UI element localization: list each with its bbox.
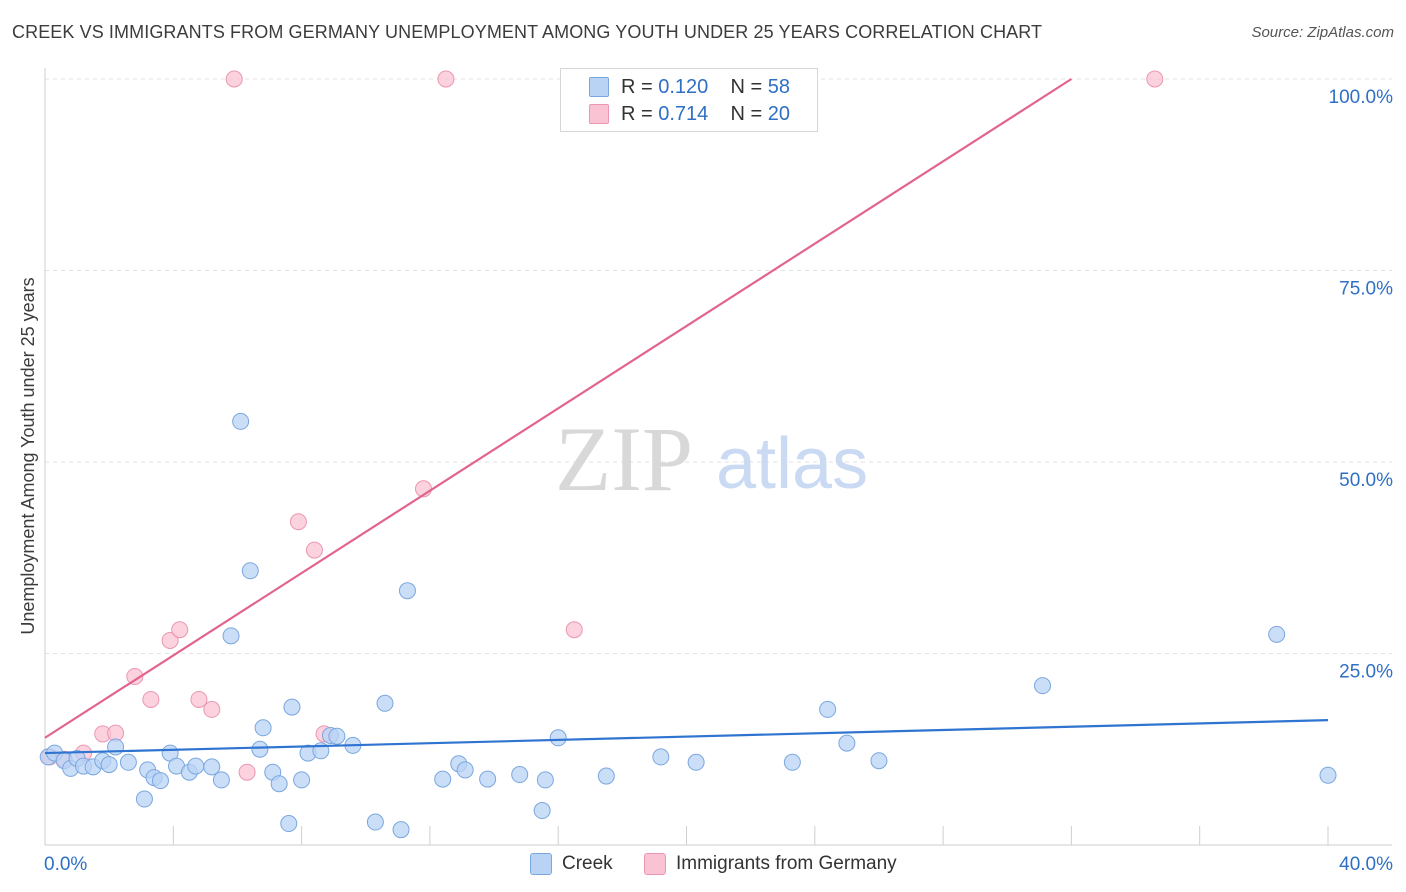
creek-point	[870, 752, 888, 770]
legend-n-label: N =	[730, 75, 768, 98]
legend-n-value-creek: 58	[767, 75, 791, 98]
germany-point	[289, 513, 307, 531]
x-tick-label-max: 40.0%	[1339, 854, 1393, 875]
creek-point	[135, 790, 153, 808]
creek-point	[838, 734, 856, 752]
creek-point	[232, 412, 250, 430]
germany-point	[565, 621, 583, 639]
creek-point	[783, 753, 801, 771]
germany-point	[126, 667, 144, 685]
creek-point	[270, 775, 288, 793]
chart-title: CREEK VS IMMIGRANTS FROM GERMANY UNEMPLO…	[12, 22, 1043, 42]
legend-swatch-germany	[589, 104, 609, 124]
creek-point	[280, 815, 298, 833]
creek-point	[597, 767, 615, 785]
legend-n-label: N =	[730, 102, 768, 125]
bottom-legend-creek: Creek	[530, 852, 613, 876]
germany-point	[203, 700, 221, 718]
germany-point	[161, 631, 179, 649]
y-tick-label: 75.0%	[1339, 279, 1393, 300]
bottom-legend-swatch-germany	[644, 853, 666, 875]
germany-point	[171, 621, 189, 639]
y-tick-label: 100.0%	[1329, 87, 1394, 108]
legend-r-label: R =	[621, 102, 659, 125]
creek-point	[119, 753, 137, 771]
creek-point	[479, 770, 497, 788]
creek-point	[1268, 625, 1286, 643]
germany-point	[225, 70, 243, 88]
creek-point	[1034, 677, 1052, 695]
legend-n-value-germany: 20	[767, 102, 791, 125]
y-tick-label: 50.0%	[1339, 470, 1393, 491]
creek-point	[392, 821, 410, 839]
germany-point	[1146, 70, 1164, 88]
creek-point	[151, 772, 169, 790]
creek-point	[1319, 766, 1337, 784]
creek-point	[203, 758, 221, 776]
legend-r-value-germany: 0.714	[658, 102, 709, 125]
creek-point	[398, 582, 416, 600]
watermark-atlas: atlas	[716, 424, 868, 504]
germany-point	[305, 541, 323, 559]
correlation-legend: R = 0.120 N = 58 R = 0.714 N = 20	[560, 68, 818, 132]
creek-point	[511, 766, 529, 784]
creek-point	[293, 771, 311, 789]
axes	[44, 68, 1392, 846]
creek-point	[549, 729, 567, 747]
germany-point	[238, 763, 256, 781]
trendlines	[44, 78, 1329, 755]
creek-point	[533, 802, 551, 820]
creek-point	[212, 771, 230, 789]
germany-point	[190, 690, 208, 708]
y-tick-labels: 25.0% 50.0% 75.0% 100.0%	[1329, 87, 1394, 683]
creek-point	[434, 770, 452, 788]
germany-point	[142, 690, 160, 708]
creek-point	[241, 562, 259, 580]
creek-point	[251, 740, 269, 758]
legend-swatch-creek	[589, 77, 609, 97]
creek-point	[328, 727, 346, 745]
bottom-legend-label-germany: Immigrants from Germany	[676, 853, 897, 874]
creek-point	[100, 756, 118, 774]
source-label: Source: ZipAtlas.com	[1251, 24, 1394, 41]
legend-r-label: R =	[621, 75, 659, 98]
bottom-legend-germany: Immigrants from Germany	[644, 852, 897, 876]
germany-trendline	[44, 78, 1072, 739]
germany-point	[437, 70, 455, 88]
creek-point	[254, 719, 272, 737]
y-axis-label: Unemployment Among Youth under 25 years	[18, 277, 38, 634]
creek-point	[283, 698, 301, 716]
watermark-zip: ZIP	[555, 408, 693, 510]
creek-point	[819, 700, 837, 718]
creek-point	[456, 761, 474, 779]
legend-r-value-creek: 0.120	[658, 75, 709, 98]
creek-trendline	[44, 719, 1329, 755]
y-tick-label: 25.0%	[1339, 662, 1393, 683]
creek-point	[107, 738, 125, 756]
creek-point	[222, 627, 240, 645]
creek-point	[687, 753, 705, 771]
x-tick-label-min: 0.0%	[44, 854, 87, 875]
creek-point	[187, 757, 205, 775]
creek-point	[366, 813, 384, 831]
creek-point	[652, 748, 670, 766]
grid-lines	[45, 78, 1392, 654]
bottom-legend-label-creek: Creek	[562, 853, 613, 874]
bottom-legend-swatch-creek	[530, 853, 552, 875]
creek-point	[536, 771, 554, 789]
creek-point	[376, 694, 394, 712]
